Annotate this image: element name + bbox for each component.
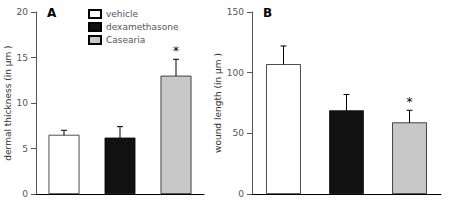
svg-text:100: 100 xyxy=(227,68,244,78)
svg-text:wound length (in μm ): wound length (in μm ) xyxy=(213,53,223,153)
svg-text:*: * xyxy=(173,44,179,58)
svg-text:15: 15 xyxy=(17,53,28,63)
svg-text:A: A xyxy=(47,6,57,20)
svg-text:150: 150 xyxy=(227,7,244,17)
svg-text:Casearia: Casearia xyxy=(106,35,145,45)
svg-text:20: 20 xyxy=(17,7,29,17)
svg-text:0: 0 xyxy=(22,189,28,199)
svg-text:dexamethasone: dexamethasone xyxy=(106,22,179,32)
svg-text:50: 50 xyxy=(233,128,245,138)
svg-text:B: B xyxy=(263,6,272,20)
svg-text:0: 0 xyxy=(238,189,244,199)
svg-text:10: 10 xyxy=(17,98,29,108)
svg-text:5: 5 xyxy=(22,144,28,154)
svg-text:*: * xyxy=(407,95,413,109)
svg-text:vehicle: vehicle xyxy=(106,9,139,19)
svg-text:dermal thickness (in μm ): dermal thickness (in μm ) xyxy=(3,45,13,160)
